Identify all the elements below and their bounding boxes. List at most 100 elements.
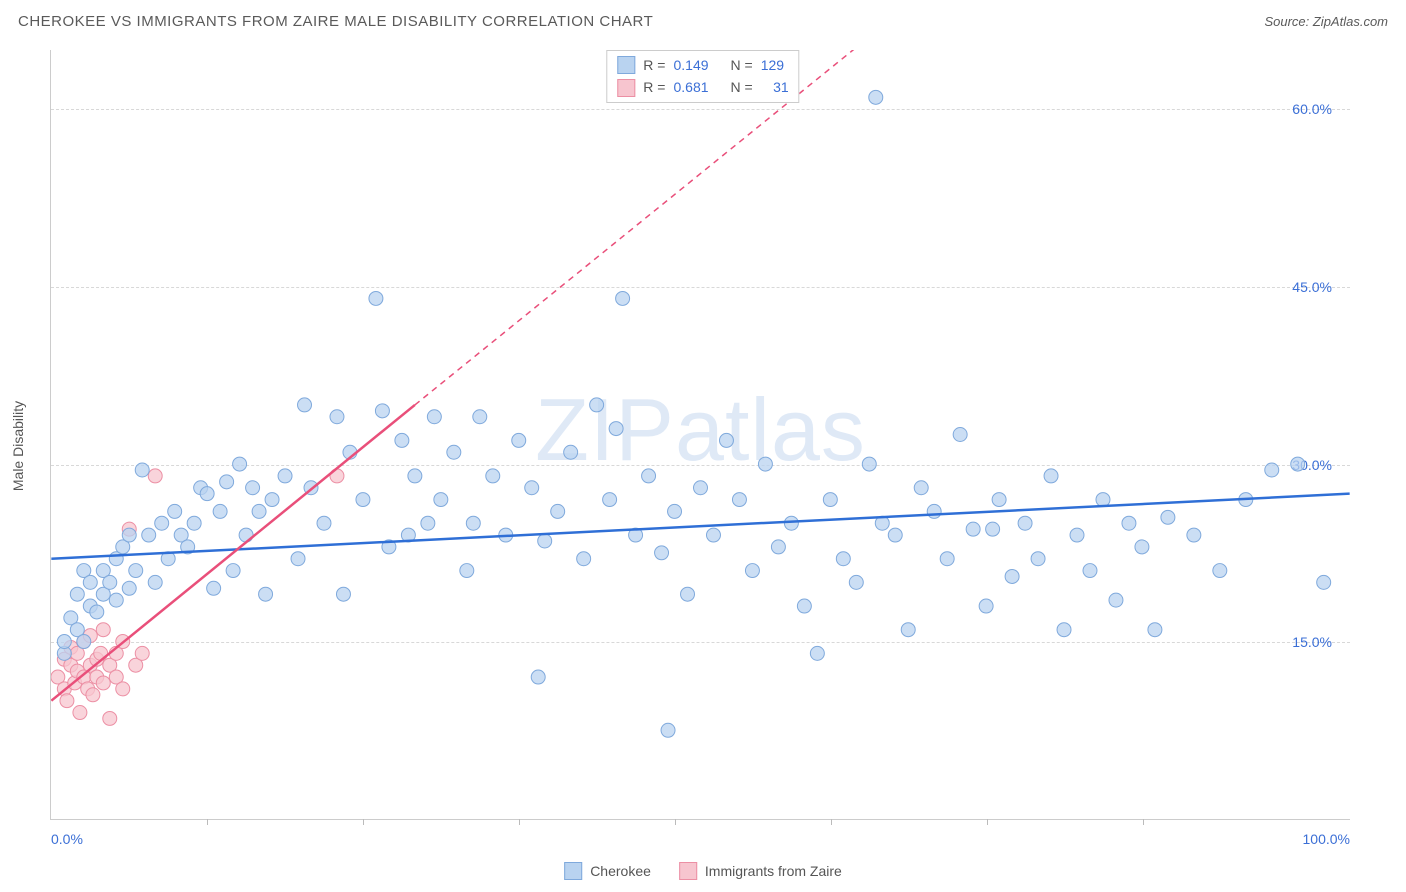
x-tick	[1143, 819, 1144, 825]
n-label: N =	[731, 76, 753, 98]
data-point	[538, 534, 552, 548]
chart-source: Source: ZipAtlas.com	[1264, 14, 1388, 29]
data-point	[784, 516, 798, 530]
chart-svg	[51, 50, 1350, 819]
swatch-cherokee	[617, 56, 635, 74]
data-point	[94, 646, 108, 660]
legend-label-cherokee: Cherokee	[590, 863, 651, 879]
data-point	[90, 605, 104, 619]
x-axis-min-label: 0.0%	[51, 831, 83, 847]
r-label: R =	[643, 54, 665, 76]
data-point	[1083, 564, 1097, 578]
data-point	[73, 706, 87, 720]
data-point	[914, 481, 928, 495]
data-point	[758, 457, 772, 471]
data-point	[233, 457, 247, 471]
zaire-n-value: 31	[761, 76, 789, 98]
data-point	[706, 528, 720, 542]
data-point	[330, 410, 344, 424]
data-point	[148, 469, 162, 483]
data-point	[616, 291, 630, 305]
data-point	[940, 552, 954, 566]
data-point	[512, 433, 526, 447]
trend-line	[415, 50, 882, 405]
data-point	[317, 516, 331, 530]
data-point	[732, 493, 746, 507]
data-point	[1044, 469, 1058, 483]
data-point	[168, 504, 182, 518]
data-point	[1018, 516, 1032, 530]
data-point	[901, 623, 915, 637]
data-point	[1135, 540, 1149, 554]
data-point	[1187, 528, 1201, 542]
data-point	[486, 469, 500, 483]
data-point	[187, 516, 201, 530]
data-point	[265, 493, 279, 507]
data-point	[609, 422, 623, 436]
data-point	[1291, 457, 1305, 471]
zaire-r-value: 0.681	[673, 76, 708, 98]
data-point	[135, 463, 149, 477]
data-point	[122, 581, 136, 595]
legend-item-zaire: Immigrants from Zaire	[679, 862, 842, 880]
data-point	[356, 493, 370, 507]
data-point	[849, 575, 863, 589]
data-point	[992, 493, 1006, 507]
trend-line	[51, 494, 1349, 559]
data-point	[986, 522, 1000, 536]
swatch-zaire	[617, 79, 635, 97]
data-point	[661, 723, 675, 737]
data-point	[1148, 623, 1162, 637]
data-point	[246, 481, 260, 495]
cherokee-r-value: 0.149	[673, 54, 708, 76]
stats-row-cherokee: R = 0.149 N = 129	[617, 54, 788, 76]
data-point	[1213, 564, 1227, 578]
data-point	[129, 564, 143, 578]
data-point	[473, 410, 487, 424]
data-point	[77, 635, 91, 649]
data-point	[681, 587, 695, 601]
data-point	[862, 457, 876, 471]
data-point	[603, 493, 617, 507]
data-point	[979, 599, 993, 613]
data-point	[531, 670, 545, 684]
data-point	[207, 581, 221, 595]
data-point	[259, 587, 273, 601]
data-point	[953, 428, 967, 442]
data-point	[122, 528, 136, 542]
legend-label-zaire: Immigrants from Zaire	[705, 863, 842, 879]
data-point	[460, 564, 474, 578]
x-tick	[363, 819, 364, 825]
data-point	[771, 540, 785, 554]
swatch-cherokee-2	[564, 862, 582, 880]
data-point	[395, 433, 409, 447]
data-point	[116, 682, 130, 696]
data-point	[1161, 510, 1175, 524]
data-point	[155, 516, 169, 530]
data-point	[642, 469, 656, 483]
data-point	[1031, 552, 1045, 566]
data-point	[810, 646, 824, 660]
data-point	[1005, 569, 1019, 583]
data-point	[135, 646, 149, 660]
data-point	[1265, 463, 1279, 477]
stats-row-zaire: R = 0.681 N = 31	[617, 76, 788, 98]
data-point	[551, 504, 565, 518]
data-point	[1317, 575, 1331, 589]
data-point	[252, 504, 266, 518]
data-point	[96, 676, 110, 690]
series-legend: Cherokee Immigrants from Zaire	[564, 862, 842, 880]
data-point	[1057, 623, 1071, 637]
data-point	[200, 487, 214, 501]
data-point	[719, 433, 733, 447]
data-point	[278, 469, 292, 483]
data-point	[57, 635, 71, 649]
chart-container: CHEROKEE VS IMMIGRANTS FROM ZAIRE MALE D…	[0, 0, 1406, 892]
data-point	[103, 575, 117, 589]
data-point	[447, 445, 461, 459]
data-point	[590, 398, 604, 412]
x-tick	[675, 819, 676, 825]
data-point	[434, 493, 448, 507]
data-point	[60, 694, 74, 708]
chart-title: CHEROKEE VS IMMIGRANTS FROM ZAIRE MALE D…	[18, 13, 653, 30]
